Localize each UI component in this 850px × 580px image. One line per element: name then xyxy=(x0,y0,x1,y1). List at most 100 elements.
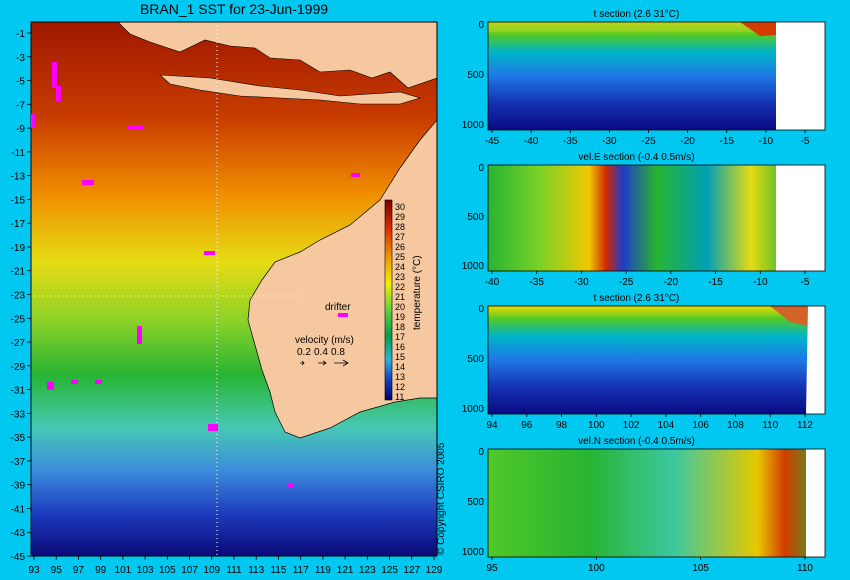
drifter-track xyxy=(56,86,61,102)
section-x-tick-label: 98 xyxy=(556,420,568,431)
map-x-tick-label: 129 xyxy=(426,565,443,576)
drifter-track xyxy=(204,251,215,255)
arrow-0.4 xyxy=(318,360,327,366)
section-y-tick-label: 500 xyxy=(467,212,484,223)
section-y-tick-label: 0 xyxy=(478,163,484,174)
panel-frame xyxy=(487,21,826,131)
map-y-tick-label: -19 xyxy=(11,243,26,254)
vel-e-section-field xyxy=(488,165,825,271)
colorbar-label: temperature (°C) xyxy=(412,255,423,330)
vel-n-section-field xyxy=(488,449,825,557)
colorbar-tick-label: 12 xyxy=(395,382,405,392)
velocity-scale-label: 0.2 xyxy=(297,347,311,358)
drifter-legend-swatch xyxy=(338,313,348,317)
t-section-field xyxy=(488,306,825,414)
section-y-tick-label: 500 xyxy=(467,497,484,508)
map-y-tick-label: -17 xyxy=(11,219,26,230)
colorbar: 3029282726252423222120191817161514131211… xyxy=(384,199,423,402)
map-y-tick-label: -27 xyxy=(11,338,26,349)
map-x-tick-label: 111 xyxy=(226,565,242,576)
map-y-tick-label: -7 xyxy=(16,100,25,111)
section-panel-3 xyxy=(487,305,826,415)
land-mask xyxy=(776,165,825,271)
colorbar-tick-label: 28 xyxy=(395,222,405,232)
colorbar-tick-label: 29 xyxy=(395,212,405,222)
map-x-tick-label: 107 xyxy=(181,565,198,576)
drifter-label: drifter xyxy=(325,302,351,313)
map-x-tick-label: 95 xyxy=(51,565,63,576)
section-x-tick-label: -40 xyxy=(485,277,500,288)
colorbar-tick-label: 24 xyxy=(395,262,405,272)
section-x-tick-label: -45 xyxy=(485,136,500,147)
arrow-0.2 xyxy=(300,360,305,366)
section-panel-title: vel.E section (-0.4 0.5m/s) xyxy=(578,152,694,163)
map-x-tick-label: 99 xyxy=(95,565,107,576)
velocity-label: velocity (m/s) xyxy=(295,335,354,346)
section-y-tick-label: 1000 xyxy=(462,261,485,272)
velocity-scale: 0.2 0.4 0.8 xyxy=(297,347,345,358)
velocity-scale-label: 0.8 xyxy=(331,347,345,358)
map-x-tick-label: 93 xyxy=(28,565,40,576)
map-y-tick-label: -39 xyxy=(11,481,26,492)
map-y-axis: -1 -3 -5 -7 -9 -11 -13 -15 -17 -19 -21 -23 -25 -27 -29… xyxy=(11,29,31,563)
drifter-track xyxy=(71,380,78,384)
section-x-tick-label: -15 xyxy=(708,277,723,288)
panel-frame xyxy=(487,305,826,415)
map-y-tick-label: -5 xyxy=(16,77,25,88)
section-x-tick-label: -30 xyxy=(574,277,589,288)
colorbar-tick-label: 21 xyxy=(395,292,405,302)
section-x-tick-label: 100 xyxy=(588,563,605,574)
drifter-track xyxy=(287,484,293,488)
drifter-track xyxy=(127,125,143,129)
map-title: BRAN_1 SST for 23-Jun-1999 xyxy=(140,1,328,17)
map-y-tick-label: -1 xyxy=(16,29,25,40)
indonesia-land xyxy=(117,21,438,89)
land-mask xyxy=(776,22,825,130)
land-mask xyxy=(806,306,825,414)
map-x-tick-label: 97 xyxy=(73,565,85,576)
colorbar-tick-label: 22 xyxy=(395,282,405,292)
map-x-tick-label: 103 xyxy=(137,565,154,576)
map-x-tick-label: 125 xyxy=(381,565,398,576)
sst-map xyxy=(30,21,438,557)
map-y-tick-label: -21 xyxy=(11,267,26,278)
section-x-tick-label: -35 xyxy=(529,277,544,288)
section-y-tick-label: 0 xyxy=(478,304,484,315)
colorbar-tick-label: 27 xyxy=(395,232,405,242)
map-y-tick-label: -35 xyxy=(11,433,26,444)
section-x-tick-label: 94 xyxy=(486,420,498,431)
colorbar-tick-label: 20 xyxy=(395,302,405,312)
colorbar-tick-label: 30 xyxy=(395,202,405,212)
section-x-tick-label: 112 xyxy=(797,420,813,431)
section-panel-title: t section (2.6 31°C) xyxy=(594,293,680,304)
map-y-tick-label: -33 xyxy=(11,409,26,420)
map-x-tick-label: 121 xyxy=(337,565,354,576)
section-panel-2 xyxy=(487,164,826,272)
map-x-tick-label: 117 xyxy=(293,565,309,576)
section-x-tick-label: 96 xyxy=(521,420,533,431)
colorbar-strip xyxy=(384,199,393,401)
section-panel-1 xyxy=(487,21,826,131)
map-y-tick-label: -3 xyxy=(16,53,25,64)
colorbar-tick-label: 15 xyxy=(395,352,405,362)
section-x-tick-label: 110 xyxy=(762,420,778,431)
map-y-tick-label: -13 xyxy=(11,172,26,183)
section-x-tick-label: 95 xyxy=(486,563,498,574)
map-x-tick-label: 109 xyxy=(203,565,220,576)
map-x-tick-label: 105 xyxy=(159,565,176,576)
map-y-tick-label: -15 xyxy=(11,195,26,206)
map-x-tick-label: 119 xyxy=(315,565,331,576)
colorbar-tick-label: 14 xyxy=(395,362,405,372)
drifter-track xyxy=(47,382,54,390)
section-y-tick-label: 0 xyxy=(478,20,484,31)
nusa-tenggara-land xyxy=(159,74,422,105)
colorbar-tick-label: 19 xyxy=(395,312,405,322)
map-y-tick-label: -25 xyxy=(11,314,26,325)
section-panel-title: vel.N section (-0.4 0.5m/s) xyxy=(578,436,695,447)
map-y-tick-label: -29 xyxy=(11,362,26,373)
section-y-tick-label: 0 xyxy=(478,447,484,458)
drifter-track xyxy=(82,180,94,185)
colorbar-tick-label: 18 xyxy=(395,322,405,332)
drifter-tracks xyxy=(31,62,360,488)
